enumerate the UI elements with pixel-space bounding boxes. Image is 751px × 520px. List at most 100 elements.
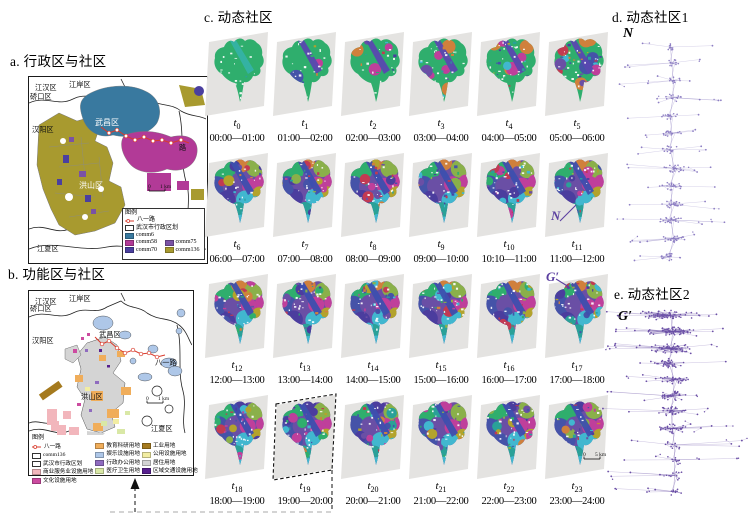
- tile-label: t13: [299, 359, 311, 374]
- tile-time-range: 09:00—10:00: [413, 254, 469, 266]
- tile-time-range: 17:00—18:00: [549, 375, 605, 387]
- network-e-tag: G′: [618, 309, 633, 324]
- tile-label: t17: [571, 359, 583, 374]
- community-swatch-icon: [164, 247, 174, 254]
- annotation-n: N: [551, 208, 561, 223]
- outline-swatch-icon: [125, 225, 134, 232]
- community-map-t15: [409, 274, 472, 358]
- community-map-t21: [409, 395, 472, 479]
- tile-label: t23: [571, 480, 583, 495]
- district-label: 武昌区: [99, 330, 121, 339]
- tile-label: t14: [367, 359, 379, 374]
- scale-bar-label: 0: [146, 396, 149, 402]
- legend-landuse-label: 娱乐设施用地: [106, 451, 140, 458]
- legend-landuse-label: 文化设施用地: [43, 477, 77, 484]
- dynamic-community-grid: t0 00:00—01:00 t1 01:00—02:00 t2 02:00—03:00 t…: [203, 30, 613, 516]
- tile-time-range: 05:00—06:00: [549, 133, 605, 145]
- legend-landuse-label: 商业服务业设施用地: [43, 469, 94, 476]
- community-swatch-icon: [125, 239, 134, 246]
- legend-outline-label: 武汉市行政区划: [43, 460, 83, 467]
- legend-route-label: 八一路: [44, 444, 61, 450]
- landuse-swatch-icon: [141, 459, 151, 466]
- admin-district-map: 01 km江汉区江岸区硚口区汉阳区武昌区洪山区路江夏区江夏区 图例八一路武汉市行…: [28, 76, 208, 264]
- district-label: 江岸区: [69, 295, 91, 303]
- landuse-swatch-icon: [95, 468, 105, 475]
- landuse-swatch-icon: [95, 459, 105, 466]
- tile-label: t1: [301, 117, 309, 132]
- community-map-t2: [341, 32, 404, 116]
- landuse-swatch-icon: [141, 443, 151, 450]
- legend-landuse-label: 教育科研用地: [106, 443, 140, 449]
- time-slice-t10: t10 10:10—11:00: [475, 151, 543, 272]
- landuse-swatch-icon: [141, 451, 151, 458]
- time-slice-t8: t8 08:00—09:00: [339, 151, 407, 272]
- community-map-t6: [205, 153, 268, 237]
- time-slice-t5: t5 05:00—06:00: [543, 30, 611, 151]
- community-map-t14: [341, 274, 404, 358]
- time-slice-t12: t12 12:00—13:00: [203, 272, 271, 393]
- tile-label: t8: [369, 238, 377, 253]
- community-map-t11: [545, 153, 608, 237]
- legend-title: 图例: [125, 210, 138, 216]
- community-swatch-icon: [164, 239, 174, 246]
- tile-time-range: 04:00—05:00: [481, 133, 537, 145]
- community-map-t7: [273, 153, 336, 237]
- tile-time-range: 21:00—22:00: [413, 496, 469, 508]
- scale-bar-label: 1 km: [160, 184, 172, 190]
- time-slice-t17: t17 17:00—18:00 G′: [543, 269, 611, 393]
- panel-b-title: b. 功能区与社区: [8, 267, 106, 282]
- community-map-t18: [205, 395, 268, 479]
- time-slice-t22: t22 22:00—23:00: [475, 393, 543, 514]
- tile-label: t16: [503, 359, 515, 374]
- time-slice-t1: t1 01:00—02:00: [271, 30, 339, 151]
- tile-label: t12: [231, 359, 243, 374]
- district-label: 江汉区: [35, 298, 57, 306]
- community-map-t3: [409, 32, 472, 116]
- legend-landuse-label: 居住用地: [152, 459, 176, 466]
- tile-time-range: 14:00—15:00: [345, 375, 401, 387]
- legend-route-label: 八一路: [137, 217, 156, 224]
- panel-d-title: d. 动态社区1: [612, 10, 689, 25]
- tile-label: t7: [301, 238, 309, 253]
- annotation-g-prime: G′: [546, 269, 560, 284]
- community-map-t8: [341, 153, 404, 237]
- landuse-swatch-icon: [95, 451, 105, 458]
- district-label: 江岸区: [69, 81, 91, 89]
- tile-label: t4: [505, 117, 513, 132]
- time-slice-t7: t7 07:00—08:00: [271, 151, 339, 272]
- community-map-t9: [409, 153, 472, 237]
- legend-outline-label: comm136: [43, 452, 66, 459]
- tile-label: t21: [435, 480, 447, 495]
- legend-landuse-label: 行政办公用地: [106, 459, 140, 466]
- tile-time-range: 12:00—13:00: [209, 375, 265, 387]
- scale-bar-label: 5 km: [595, 452, 607, 458]
- t19-highlight-outline: [272, 393, 337, 481]
- community-swatch-icon: [125, 232, 134, 239]
- tile-time-range: 01:00—02:00: [277, 133, 333, 145]
- district-label: 汉阳区: [32, 336, 54, 345]
- time-slice-t6: t6 06:00—07:00: [203, 151, 271, 272]
- tile-label: t20: [367, 480, 379, 495]
- tile-label: t18: [231, 480, 243, 495]
- tile-time-range: 00:00—01:00: [209, 133, 265, 145]
- legend-title: 图例: [32, 435, 45, 441]
- tile-time-range: 07:00—08:00: [277, 254, 333, 266]
- panel-c-title: c. 动态社区: [204, 10, 273, 25]
- scale-bar-label: 0: [583, 452, 586, 458]
- community-map-t23: 0 5 km: [545, 395, 608, 479]
- landuse-swatch-icon: [32, 477, 41, 484]
- admin-map-legend: 图例 八一路 武汉市行政区划 comm6 comm58 comm75 comm70 comm1…: [122, 208, 205, 260]
- route-marker-icon: [125, 219, 134, 223]
- community-map-t17: [545, 274, 608, 358]
- tile-label: t10: [503, 238, 515, 253]
- tile-label: t19: [299, 480, 311, 495]
- tile-label: t15: [435, 359, 447, 374]
- legend-community-label: comm136: [175, 246, 200, 253]
- scale-bar-label: 1 km: [158, 396, 170, 402]
- tile-label: t11: [571, 238, 583, 253]
- district-label: 洪山区: [79, 180, 103, 190]
- tile-time-range: 19:00—20:00: [277, 496, 333, 508]
- time-slice-t2: t2 02:00—03:00: [339, 30, 407, 151]
- community-map-t4: [477, 32, 540, 116]
